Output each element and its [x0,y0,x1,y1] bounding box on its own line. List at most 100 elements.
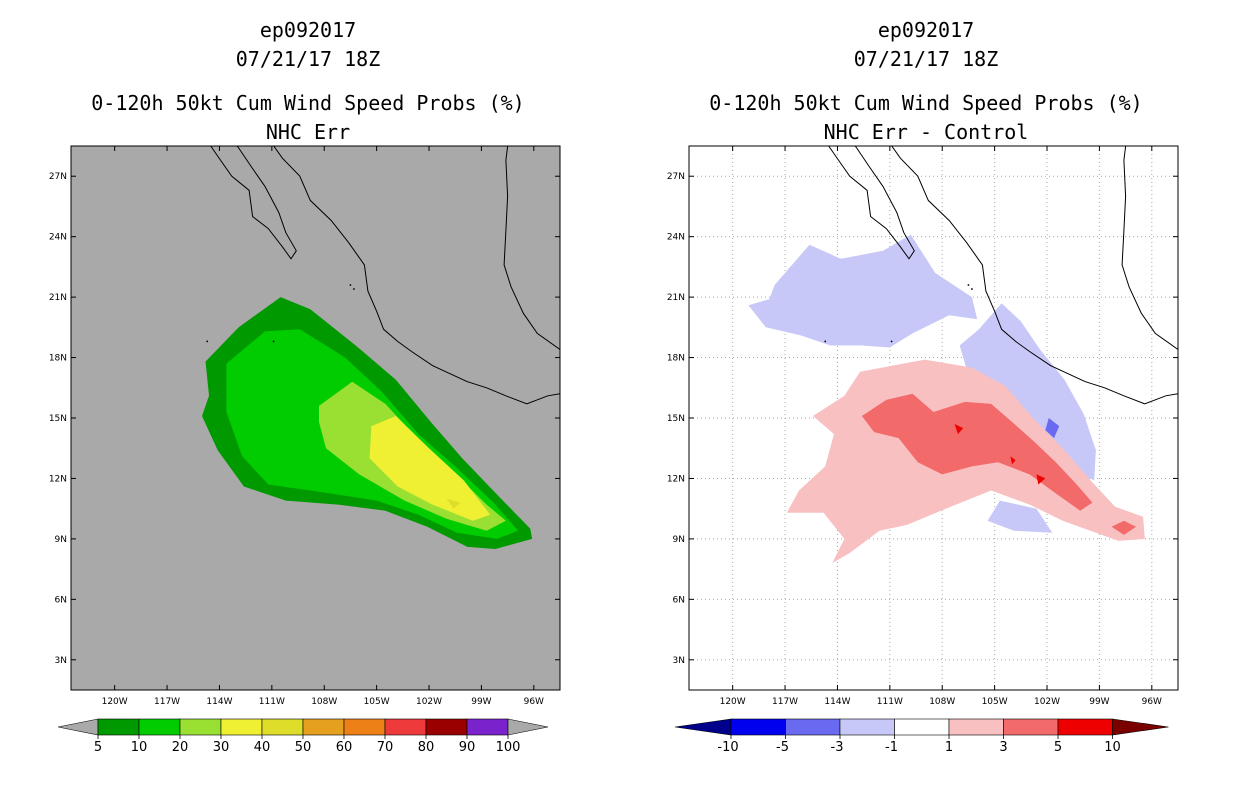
left-ytick-label-4: 15N [49,414,67,424]
left-colorbar-bin-9 [466,718,509,736]
left-colorbar-bin-1 [138,718,181,736]
left-colorbar-under-triangle [57,718,99,736]
right-ytick-label-3: 12N [667,474,685,484]
right-map: 120W 117W 114W 111W 108W 105W 102W 99W 96W 3N 6N 9N… [667,145,1179,707]
left-colorbar-bin-3 [220,718,263,736]
right-title-storm: ep092017 [878,18,974,42]
right-coastline-gulf [1121,146,1178,350]
right-map-ticks: 120W 117W 114W 111W 108W 105W 102W 99W 96W 3N 6N 9N… [667,146,1178,707]
right-contour--3-2 [1045,418,1060,439]
right-colorbar-bin-1 [785,718,841,736]
left-island-0 [206,340,209,343]
right-xtick-label-7: 99W [1089,697,1109,707]
left-ytick-label-7: 24N [49,233,67,243]
right-title-subtitle: NHC Err - Control [824,120,1029,144]
left-panel-title: ep092017 07/21/17 18Z 0-120h 50kt Cum Wi… [91,18,524,144]
left-colorbar-label-9: 90 [459,740,476,755]
right-colorbar-label-4: 1 [945,740,953,755]
left-colorbar-label-6: 60 [336,740,353,755]
left-colorbar-bin-8 [425,718,468,736]
right-title-time: 07/21/17 18Z [854,47,999,71]
right-ytick-label-8: 27N [667,172,685,182]
left-title-time: 07/21/17 18Z [236,47,381,71]
right-colorbar-label-5: 3 [999,740,1007,755]
right-xtick-label-4: 108W [929,697,955,707]
right-contour-5-9 [1010,456,1016,465]
left-ytick-label-1: 6N [55,595,67,605]
right-ytick-label-4: 15N [667,414,685,424]
right-xtick-label-5: 105W [982,697,1008,707]
left-island-3 [353,288,355,290]
right-contour--1-1 [959,303,1096,481]
left-coastline-baja [210,146,297,260]
left-map-contours [202,297,533,549]
left-colorbar-label-3: 30 [213,740,230,755]
left-colorbar-bin-7 [384,718,427,736]
left-xtick-label-6: 102W [416,697,442,707]
left-ytick-label-5: 18N [49,354,67,364]
left-colorbar-label-1: 10 [131,740,148,755]
left-map-ticks: 120W 117W 114W 111W 108W 105W 102W 99W 96W 3N 6N 9N… [49,146,560,707]
left-colorbar-over-triangle [507,718,549,736]
right-contour-3-5 [861,393,1093,511]
left-xtick-label-4: 108W [311,697,337,707]
right-colorbar-bin-6 [1057,718,1113,736]
right-xtick-label-2: 114W [824,697,850,707]
right-ytick-label-5: 18N [667,354,685,364]
right-contour--1-3 [987,500,1053,533]
right-coastline-baja [828,146,915,260]
left-xtick-label-7: 99W [471,697,491,707]
right-panel-title: ep092017 07/21/17 18Z 0-120h 50kt Cum Wi… [709,18,1142,144]
right-contour-5-8 [1036,474,1046,485]
left-island-1 [272,340,275,343]
right-coastline-mainland [891,146,1178,405]
left-colorbar-label-7: 70 [377,740,394,755]
right-colorbar-bin-2 [839,718,895,736]
right-ytick-label-0: 3N [673,656,685,666]
left-colorbar-label-2: 20 [172,740,189,755]
left-xtick-label-8: 96W [524,697,544,707]
left-xtick-label-3: 111W [259,697,285,707]
right-island-0 [824,340,827,343]
left-island-2 [349,284,352,286]
right-colorbar-label-3: -1 [885,740,898,755]
left-colorbar-bin-4 [261,718,304,736]
right-colorbar-over-triangle [1112,718,1169,736]
left-colorbar-bin-2 [179,718,222,736]
left-ytick-label-2: 9N [55,535,67,545]
right-xtick-label-1: 117W [772,697,798,707]
left-xtick-label-2: 114W [206,697,232,707]
left-ytick-label-8: 27N [49,172,67,182]
left-contour-30-3 [369,416,491,521]
right-contour--1-0 [748,234,978,348]
left-xtick-label-5: 105W [364,697,390,707]
left-colorbar-bin-6 [343,718,386,736]
right-colorbar-label-2: -3 [831,740,844,755]
left-colorbar-label-4: 40 [254,740,271,755]
right-map-coastline [824,146,1178,405]
left-colorbar-label-8: 80 [418,740,435,755]
left-colorbar-label-10: 100 [496,740,521,755]
right-title-product: 0-120h 50kt Cum Wind Speed Probs (%) [709,91,1142,115]
right-colorbar-bin-3 [894,718,950,736]
left-colorbar-bin-5 [302,718,345,736]
right-contour-3-6 [1111,520,1137,535]
right-ytick-label-1: 6N [673,595,685,605]
left-title-storm: ep092017 [260,18,356,42]
left-title-subtitle: NHC Err [266,120,350,144]
left-xtick-label-1: 117W [154,697,180,707]
right-island-2 [967,284,970,286]
left-ytick-label-6: 21N [49,293,67,303]
left-title-product: 0-120h 50kt Cum Wind Speed Probs (%) [91,91,524,115]
left-colorbar-label-0: 5 [94,740,102,755]
left-map-coastline [206,146,560,405]
right-colorbar-label-7: 10 [1104,740,1121,755]
left-colorbar-bin-0 [97,718,140,736]
right-xtick-label-8: 96W [1142,697,1162,707]
right-island-1 [890,340,893,343]
left-ytick-label-0: 3N [55,656,67,666]
left-contour-40-4 [446,498,461,509]
right-colorbar-label-0: -10 [717,740,738,755]
right-colorbar-bin-4 [948,718,1004,736]
right-colorbar-label-1: -5 [776,740,789,755]
